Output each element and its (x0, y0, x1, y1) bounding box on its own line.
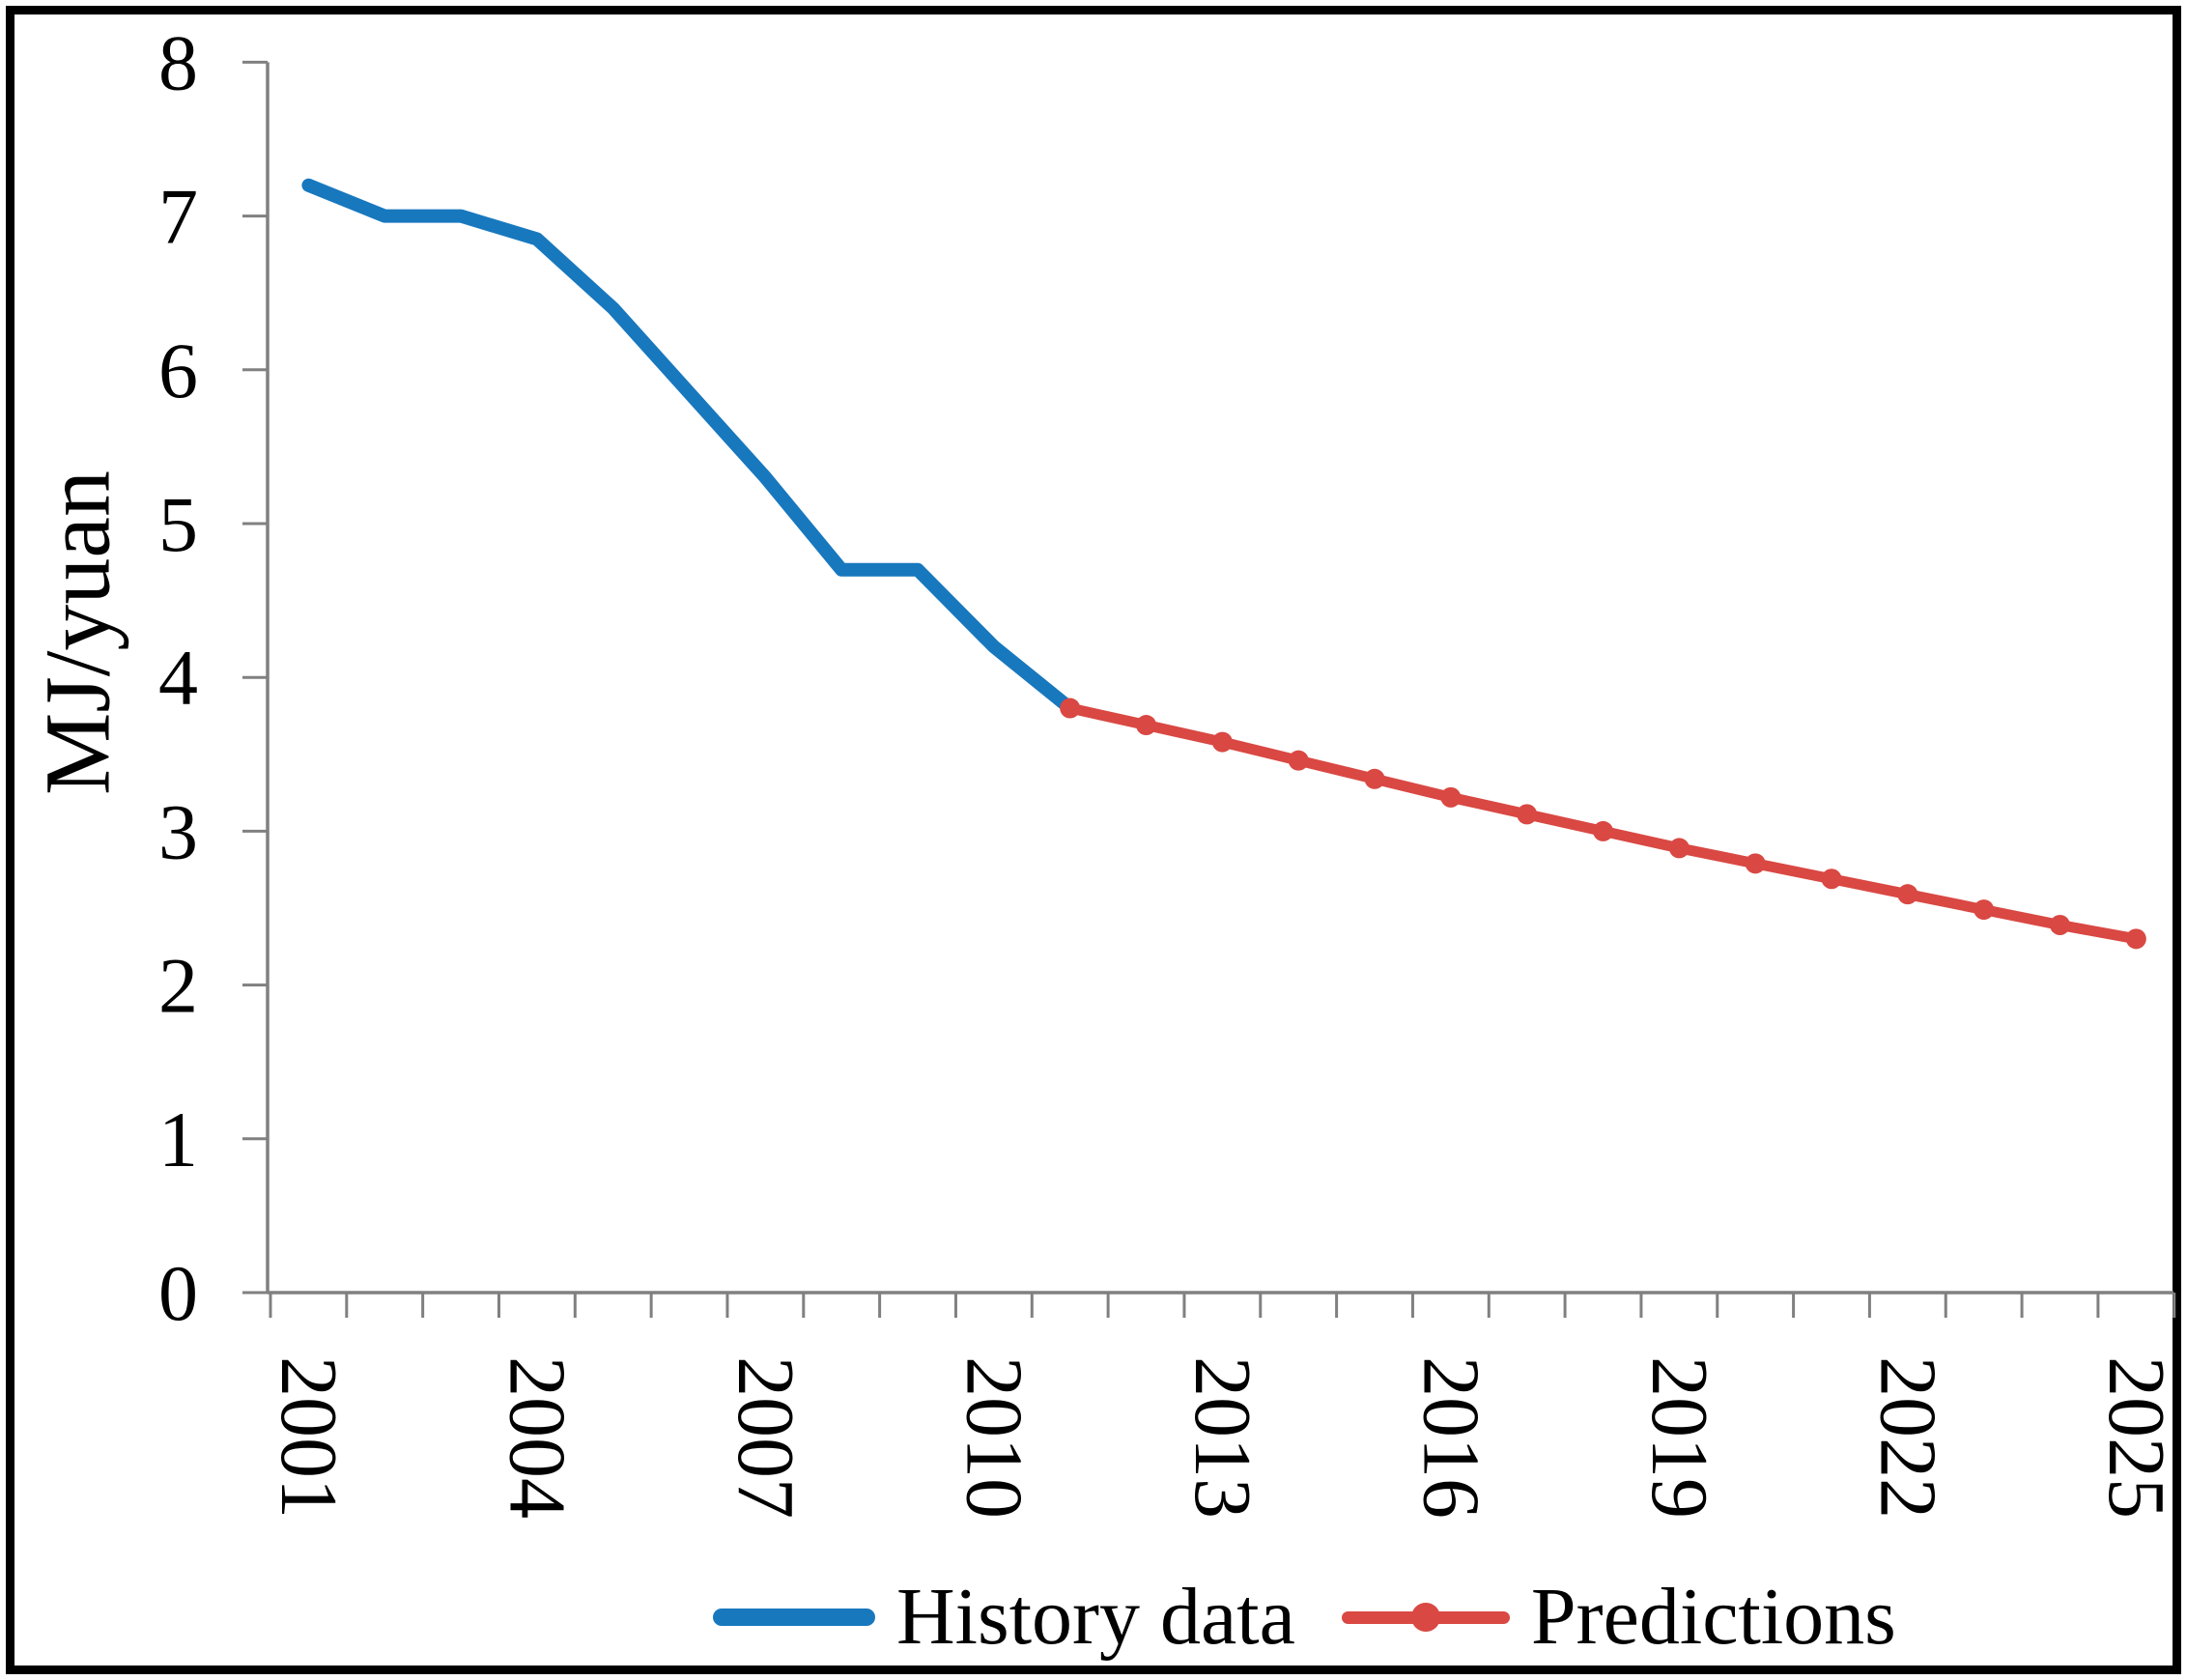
data-series-layer (301, 178, 2146, 950)
history-line (301, 178, 1077, 716)
prediction-point (1517, 804, 1538, 825)
legend-predictions-line-icon (1341, 1603, 1510, 1632)
y-tick-label: 4 (158, 634, 198, 722)
legend: History data Predictions (713, 1567, 1896, 1667)
prediction-point (1897, 884, 1918, 905)
prediction-point (1288, 750, 1309, 771)
x-tick-label: 2010 (949, 1356, 1038, 1519)
legend-history-line-icon (713, 1609, 875, 1626)
tick-label-layer: 0 1 2 3 4 5 6 7 8 2001 2004 2007 2010 2013 2016 2019 202… (158, 18, 2181, 1519)
prediction-point (2049, 915, 2070, 936)
y-tick-label: 1 (158, 1096, 198, 1183)
x-tick-label: 2016 (1406, 1356, 1495, 1519)
prediction-point (2125, 928, 2146, 950)
axes-layer (242, 60, 2176, 1318)
y-tick-label: 6 (158, 327, 198, 414)
prediction-point (1745, 853, 1766, 874)
figure-border-frame (6, 6, 2181, 1674)
legend-predictions-marker-icon (1410, 1603, 1440, 1632)
prediction-point (1136, 715, 1157, 736)
prediction-point (1821, 868, 1842, 890)
prediction-point (1440, 786, 1462, 808)
x-tick-label: 2025 (2091, 1356, 2181, 1519)
x-tick-label: 2013 (1178, 1356, 1267, 1519)
x-tick-label: 2022 (1862, 1356, 1952, 1519)
prediction-point (1668, 838, 1690, 859)
x-tick-label: 2019 (1634, 1356, 1724, 1519)
x-tick-label: 2007 (721, 1356, 810, 1519)
prediction-point (1060, 698, 1081, 719)
y-tick-label: 2 (158, 942, 198, 1030)
legend-predictions-label: Predictions (1530, 1572, 1896, 1662)
prediction-point (1211, 731, 1233, 753)
prediction-point (1974, 899, 1995, 921)
y-tick-label: 0 (158, 1249, 198, 1337)
y-axis-title: MJ/yuan (26, 470, 129, 795)
x-tick-label: 2004 (492, 1356, 582, 1519)
x-tick-label: 2001 (264, 1356, 354, 1519)
prediction-point (1364, 768, 1385, 789)
y-tick-label: 8 (158, 18, 198, 106)
y-tick-label: 5 (158, 480, 198, 568)
y-tick-label: 7 (158, 173, 198, 261)
prediction-point (1593, 820, 1614, 841)
legend-history-label: History data (896, 1572, 1295, 1662)
y-tick-label: 3 (158, 787, 198, 875)
